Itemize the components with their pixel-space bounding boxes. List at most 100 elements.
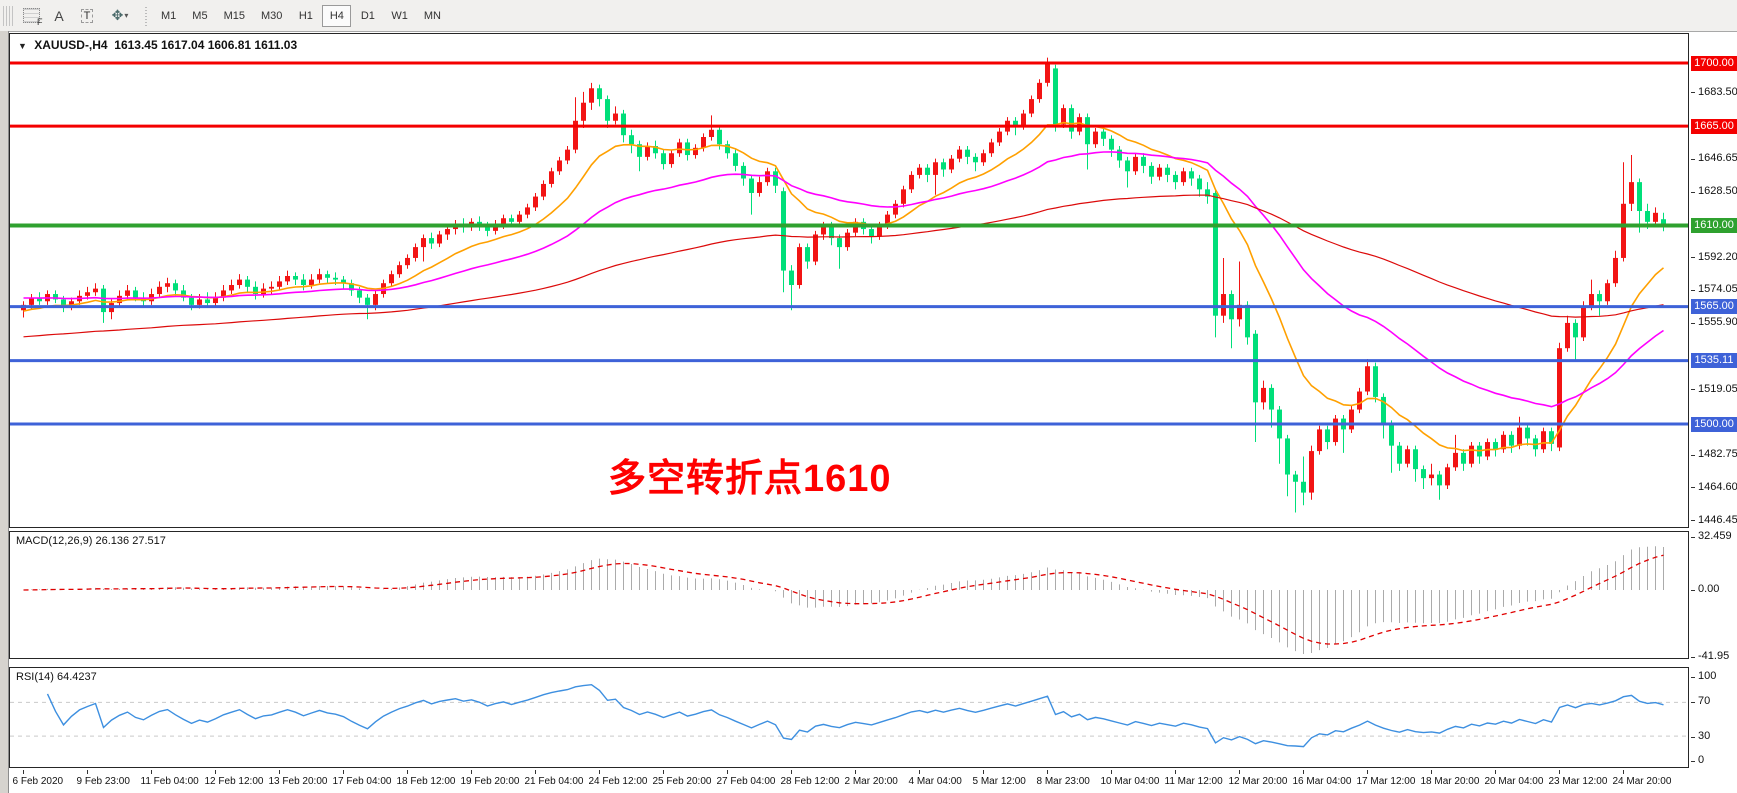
date-tick (1046, 770, 1048, 774)
rsi-line (46, 683, 1664, 748)
price-axis[interactable]: 1683.50 1646.65 1628.50 1592.20 1574.05 1555.… (1691, 33, 1737, 778)
chart-title: ▼ XAUUSD-,H4 1613.45 1617.04 1606.81 161… (18, 38, 297, 52)
date-tick (1110, 770, 1112, 774)
timeframe-button-h4[interactable]: H4 (322, 4, 352, 27)
date-axis-label: 18 Feb 12:00 (396, 776, 456, 787)
price-level-label[interactable]: 1500.00 (1691, 416, 1737, 432)
date-axis-label: 13 Feb 20:00 (268, 776, 328, 787)
rsi-axis-label: 0 (1698, 754, 1705, 766)
date-tick (406, 770, 408, 774)
date-tick (1366, 770, 1368, 774)
price-axis-label: 1592.20 (1698, 250, 1737, 263)
text-tool-icon[interactable]: T (75, 5, 99, 27)
price-axis-label: 1646.65 (1698, 152, 1737, 165)
main-chart-panel[interactable]: ▼ XAUUSD-,H4 1613.45 1617.04 1606.81 161… (9, 33, 1689, 528)
date-tick (1238, 770, 1240, 774)
price-axis-label: 1519.05 (1698, 382, 1737, 395)
date-tick (86, 770, 88, 774)
date-tick (1430, 770, 1432, 774)
rsi-chart (10, 683, 1688, 748)
date-tick (1558, 770, 1560, 774)
axis-tick (1691, 290, 1695, 291)
chevron-down-icon: ▾ (124, 11, 129, 20)
timeframe-button-m5[interactable]: M5 (185, 5, 214, 27)
toolbar: F A T ✥ ▾ M1 M5 M15 M30 H1 H4 D1 W1 MN (0, 0, 1737, 32)
date-axis-label: 4 Mar 04:00 (908, 776, 962, 787)
axis-tick (1691, 702, 1695, 703)
timeframe-button-mn[interactable]: MN (417, 5, 448, 27)
date-tick (342, 770, 344, 774)
date-tick (918, 770, 920, 774)
axis-tick (1691, 657, 1695, 658)
date-axis-label: 24 Feb 12:00 (588, 776, 648, 787)
date-axis-label: 11 Mar 12:00 (1164, 776, 1223, 787)
date-tick (150, 770, 152, 774)
timeframe-button-d1[interactable]: D1 (353, 5, 382, 27)
timeframe-button-h1[interactable]: H1 (291, 5, 320, 27)
price-axis-label: 1574.05 (1698, 283, 1737, 296)
date-axis-label: 8 Mar 23:00 (1036, 776, 1090, 787)
candlestick-chart (10, 57, 1688, 513)
price-level-label[interactable]: 1700.00 (1691, 55, 1737, 71)
timeframe-button-m1[interactable]: M1 (154, 5, 183, 27)
toolbar-separator (145, 5, 147, 26)
macd-axis-label: 32.459 (1698, 530, 1732, 542)
date-tick (214, 770, 216, 774)
arrow-objects-icon[interactable]: ✥ ▾ (111, 7, 129, 23)
price-level-label[interactable]: 1665.00 (1691, 118, 1737, 134)
date-tick (662, 770, 664, 774)
rsi-axis-label: 100 (1698, 670, 1717, 682)
macd-label: MACD(12,26,9) 26.136 27.517 (16, 535, 166, 547)
axis-tick (1691, 455, 1695, 456)
timeframe-button-w1[interactable]: W1 (384, 5, 415, 27)
symbol-timeframe-label: XAUUSD-,H4 (34, 38, 108, 52)
axis-tick (1691, 487, 1695, 488)
axis-tick (1691, 192, 1695, 193)
date-tick (534, 770, 536, 774)
price-axis-label: 1628.50 (1698, 185, 1737, 198)
date-axis-label: 28 Feb 12:00 (780, 776, 840, 787)
date-tick (726, 770, 728, 774)
date-axis-label: 2 Mar 20:00 (844, 776, 898, 787)
price-level-label[interactable]: 1610.00 (1691, 217, 1737, 233)
text-label-tool-icon[interactable]: A (54, 7, 64, 24)
date-tick (1622, 770, 1624, 774)
rsi-axis-label: 70 (1698, 695, 1711, 707)
price-axis-label: 1482.75 (1698, 448, 1737, 461)
rsi-label: RSI(14) 64.4237 (16, 671, 97, 683)
rsi-value: 64.4237 (56, 671, 97, 683)
axis-tick (1691, 159, 1695, 160)
price-axis-label: 1683.50 (1698, 85, 1737, 98)
date-axis-label: 25 Feb 20:00 (652, 776, 712, 787)
rsi-indicator-panel[interactable]: RSI(14) 64.4237 (9, 667, 1689, 768)
date-tick (1302, 770, 1304, 774)
date-axis-label: 17 Feb 04:00 (332, 776, 392, 787)
date-axis[interactable]: 6 Feb 2020 9 Feb 23:00 11 Feb 04:00 12 Feb … (9, 770, 1689, 792)
date-tick (22, 770, 24, 774)
macd-main-value: 26.136 (95, 535, 130, 547)
date-axis-label: 9 Feb 23:00 (76, 776, 130, 787)
toolbar-drag-handle[interactable] (3, 5, 13, 26)
timeframe-button-m15[interactable]: M15 (217, 5, 252, 27)
price-level-label[interactable]: 1535.11 (1691, 353, 1737, 369)
rsi-axis-label: 30 (1698, 730, 1711, 742)
date-axis-label: 20 Mar 04:00 (1484, 776, 1544, 787)
symbol-dropdown-icon[interactable]: ▼ (18, 41, 27, 51)
grid-properties-icon[interactable]: F (19, 5, 43, 27)
date-tick (1174, 770, 1176, 774)
timeframe-button-m30[interactable]: M30 (254, 5, 289, 27)
macd-axis-label: -41.95 (1698, 650, 1730, 662)
axis-tick (1691, 677, 1695, 678)
date-tick (278, 770, 280, 774)
date-tick (790, 770, 792, 774)
price-axis-label: 1464.60 (1698, 480, 1737, 493)
axis-tick (1691, 537, 1695, 538)
axis-tick (1691, 761, 1695, 762)
axis-tick (1691, 389, 1695, 390)
macd-indicator-panel[interactable]: MACD(12,26,9) 26.136 27.517 (9, 531, 1689, 659)
date-axis-label: 24 Mar 20:00 (1612, 776, 1672, 787)
date-axis-label: 19 Feb 20:00 (460, 776, 520, 787)
date-tick (982, 770, 984, 774)
price-level-label[interactable]: 1565.00 (1691, 299, 1737, 315)
date-axis-label: 23 Mar 12:00 (1548, 776, 1608, 787)
